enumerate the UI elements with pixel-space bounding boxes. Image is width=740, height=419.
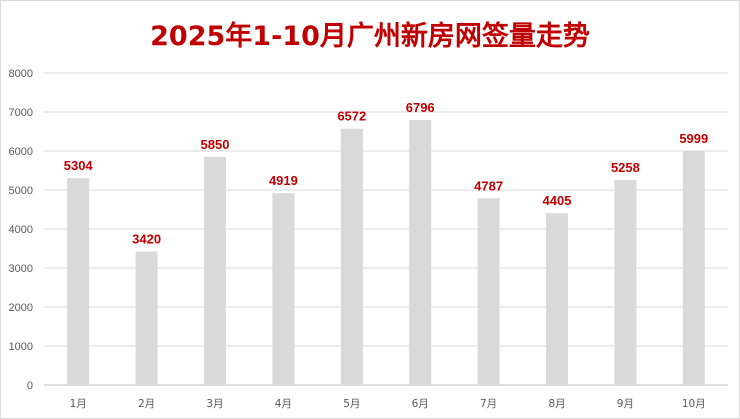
data-label: 4405 [543,193,572,208]
y-tick-label: 6000 [9,146,33,158]
x-tick-label: 1月 [70,398,87,410]
data-label: 5850 [201,137,230,152]
x-tick-label: 9月 [617,398,634,410]
data-label: 5999 [679,131,708,146]
bar [478,198,500,385]
y-tick-label: 4000 [9,224,33,236]
bar [204,157,226,385]
bar [683,151,705,385]
y-tick-label: 3000 [9,263,33,275]
data-label: 5304 [64,158,94,173]
y-tick-label: 5000 [9,185,33,197]
y-tick-label: 1000 [9,341,33,353]
y-tick-label: 2000 [9,302,33,314]
y-tick-label: 7000 [9,107,33,119]
bar [67,178,89,385]
bar [341,129,363,385]
bar [136,252,158,385]
x-tick-label: 10月 [682,398,706,410]
y-tick-label: 0 [27,380,33,392]
x-tick-label: 2月 [138,398,155,410]
x-tick-label: 3月 [206,398,223,410]
y-tick-label: 8000 [9,68,33,80]
data-label: 4787 [474,178,503,193]
x-tick-label: 8月 [548,398,565,410]
data-label: 6796 [406,100,435,115]
bar [614,180,636,385]
x-tick-label: 4月 [275,398,292,410]
bar [272,193,294,385]
bar [546,213,568,385]
data-label: 6572 [337,109,366,124]
x-tick-label: 6月 [412,398,429,410]
data-label: 3420 [132,232,161,247]
data-label: 5258 [611,160,640,175]
x-tick-label: 7月 [480,398,497,410]
bar [409,120,431,385]
data-label: 4919 [269,173,298,188]
x-tick-label: 5月 [343,398,360,410]
